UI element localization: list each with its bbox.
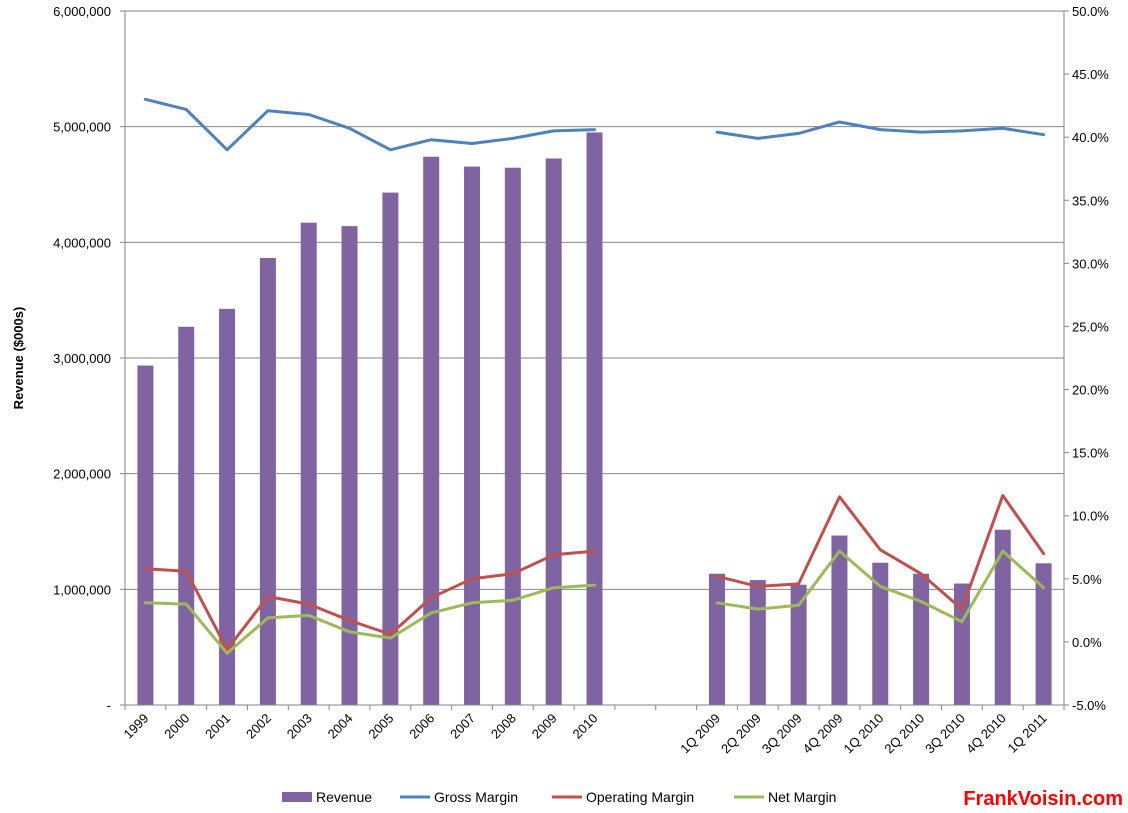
revenue-bar — [790, 584, 807, 705]
x-tick-label: 2010 — [570, 711, 601, 742]
left-tick-label: 5,000,000 — [53, 120, 111, 135]
legend-swatch-revenue — [282, 792, 312, 802]
right-tick-label: -5.0% — [1072, 698, 1106, 713]
left-tick-label: 6,000,000 — [53, 4, 111, 19]
revenue-bar — [1035, 563, 1052, 705]
right-tick-label: 25.0% — [1072, 319, 1109, 334]
right-axis-ticks: 50.0% 45.0% 40.0% 35.0% 30.0% 25.0% 20.0% 15.0%… — [1072, 4, 1109, 713]
x-tick-label: 2000 — [161, 711, 192, 742]
right-tick-label: 0.0% — [1072, 635, 1102, 650]
legend-label: Operating Margin — [586, 789, 694, 805]
net-margin-line — [715, 549, 1046, 624]
margin-lines — [143, 97, 1046, 655]
gross-margin-line — [143, 97, 596, 152]
right-tick-label: 50.0% — [1072, 4, 1109, 19]
revenue-bar — [341, 226, 358, 705]
revenue-bar — [464, 166, 481, 706]
revenue-bar — [994, 529, 1011, 705]
gross-margin-line — [715, 120, 1046, 140]
axes — [120, 10, 1069, 710]
operating-margin-line — [715, 494, 1046, 611]
x-tick-label: 2006 — [406, 711, 437, 742]
x-tick-label: 2003 — [284, 711, 315, 742]
x-tick-label: 3Q 2010 — [922, 711, 968, 757]
revenue-bar — [545, 158, 562, 706]
x-tick-label: 1Q 2010 — [841, 711, 887, 757]
x-tick-label: 1Q 2011 — [1005, 711, 1050, 756]
net-margin-line — [143, 583, 596, 655]
x-tick-label: 2008 — [488, 711, 519, 742]
x-tick-label: 2007 — [447, 711, 478, 742]
right-tick-label: 5.0% — [1072, 572, 1102, 587]
left-tick-label: - — [107, 698, 111, 713]
legend-label: Revenue — [316, 789, 372, 805]
left-tick-label: 4,000,000 — [53, 235, 111, 250]
brand-watermark: FrankVoisin.com — [963, 788, 1123, 810]
revenue-bar — [831, 535, 848, 705]
revenue-bar — [708, 573, 725, 705]
left-tick-label: 2,000,000 — [53, 467, 111, 482]
legend: Revenue Gross Margin Operating Margin Net M… — [282, 789, 836, 805]
legend-label: Gross Margin — [434, 789, 518, 805]
revenue-bar — [913, 573, 930, 705]
right-tick-label: 40.0% — [1072, 130, 1109, 145]
revenue-bar — [137, 365, 154, 705]
revenue-bar — [178, 326, 195, 705]
right-tick-label: 10.0% — [1072, 509, 1109, 524]
revenue-bar — [953, 583, 970, 705]
x-tick-label: 1999 — [120, 711, 151, 742]
x-tick-label: 2005 — [365, 711, 396, 742]
x-tick-label: 2002 — [243, 711, 274, 742]
right-tick-label: 30.0% — [1072, 256, 1109, 271]
revenue-bar — [586, 132, 603, 705]
right-tick-label: 15.0% — [1072, 446, 1109, 461]
left-axis-ticks: 6,000,000 5,000,000 4,000,000 3,000,000 2,00… — [53, 4, 111, 713]
x-tick-label: 2Q 2010 — [881, 711, 927, 757]
revenue-bar — [872, 562, 889, 705]
x-tick-label: 2001 — [202, 711, 233, 742]
revenue-bar — [423, 156, 440, 706]
right-tick-label: 45.0% — [1072, 67, 1109, 82]
left-tick-label: 1,000,000 — [53, 582, 111, 597]
revenue-bar — [219, 308, 236, 705]
x-tick-label: 2009 — [529, 711, 560, 742]
revenue-bar — [504, 167, 521, 705]
left-tick-label: 3,000,000 — [53, 351, 111, 366]
x-tick-label: 2004 — [325, 711, 356, 742]
x-tick-label: 4Q 2010 — [963, 711, 1009, 757]
revenue-bar — [300, 222, 317, 706]
legend-label: Net Margin — [768, 789, 836, 805]
operating-margin-line — [143, 549, 596, 651]
revenue-bars — [137, 132, 1052, 706]
x-tick-label: 2Q 2009 — [718, 711, 764, 757]
x-tick-label: 4Q 2009 — [800, 711, 846, 757]
revenue-bar — [749, 580, 766, 705]
revenue-bar — [382, 192, 399, 705]
revenue-bar — [259, 257, 276, 705]
x-tick-label: 1Q 2009 — [677, 711, 723, 757]
y-axis-title: Revenue ($000s) — [11, 307, 26, 410]
right-tick-label: 20.0% — [1072, 383, 1109, 398]
x-tick-label: 3Q 2009 — [759, 711, 805, 757]
x-axis-ticks: 1999 2000 2001 2002 2003 2004 2005 2006 2007 2008… — [120, 711, 1049, 757]
right-tick-label: 35.0% — [1072, 193, 1109, 208]
